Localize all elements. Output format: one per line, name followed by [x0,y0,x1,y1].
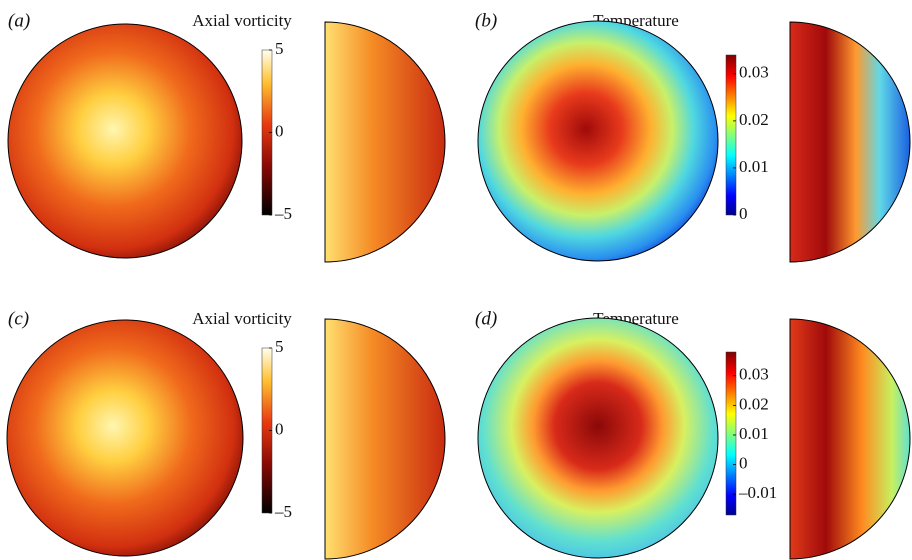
panel-label: (a) [8,10,30,31]
colorbar-tick-label: –0.01 [738,483,777,502]
colorbar-tick-label: 0.01 [739,157,769,176]
colorbar-tick-label: 5 [275,39,284,58]
panel-title: Axial vorticity [192,11,292,30]
cross-section [7,320,243,556]
colorbar-tick-label: 0 [275,121,284,140]
panel-label: (c) [8,308,29,329]
side-section [325,22,445,262]
colorbar-tick-label: 5 [275,337,284,356]
side-section [790,319,910,559]
colorbar-tick-label: –5 [274,204,292,223]
cross-section [478,318,718,558]
figure: (a)Axial vorticity50–5(b)Temperature0.03… [0,0,912,560]
colorbar [726,352,736,515]
colorbar-tick-label: 0.02 [739,394,769,413]
colorbar-tick-label: 0.01 [739,424,769,443]
panel-label: (b) [475,10,497,31]
colorbar-tick-label: 0 [739,204,748,223]
panel-title: Axial vorticity [192,309,292,328]
side-section [325,319,445,559]
colorbar-tick-label: 0 [739,454,748,473]
colorbar-tick-label: 0.02 [739,110,769,129]
side-section [790,22,910,262]
colorbar-tick-label: 0.03 [739,63,769,82]
panel-label: (d) [475,308,497,329]
colorbar-tick-label: –5 [274,502,292,521]
colorbar-tick-label: 0.03 [739,365,769,384]
cross-section [478,21,718,261]
colorbar [726,55,736,215]
colorbar-tick-label: 0 [275,419,284,438]
cross-section [8,24,242,258]
